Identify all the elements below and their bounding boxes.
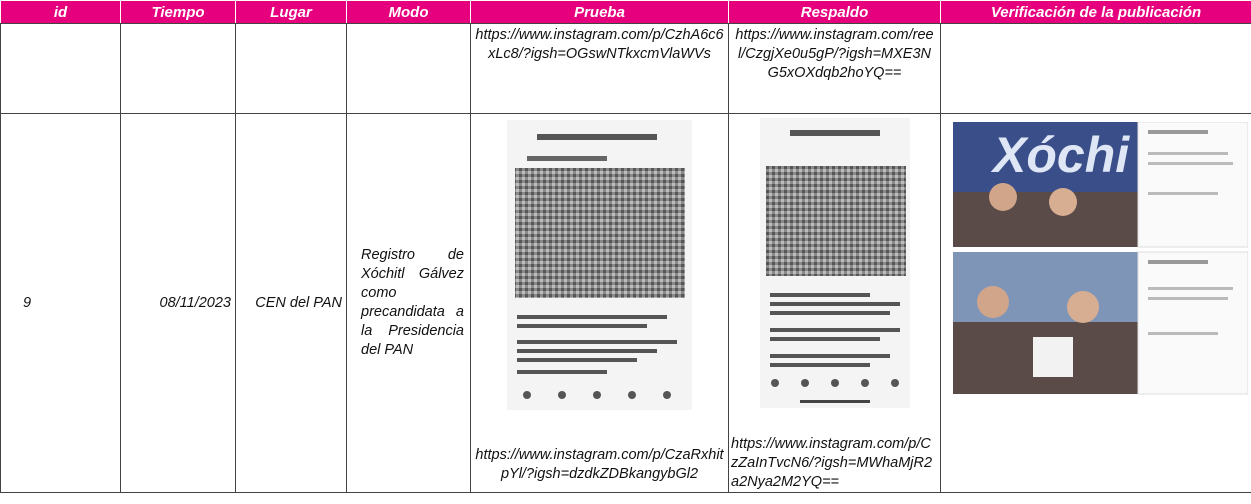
link[interactable]: https://www.instagram.com/p/CzhA6c6xLc8/… — [470, 23, 729, 114]
verification-image: Xóchi — [953, 121, 1249, 395]
cell — [940, 23, 1251, 114]
header-cell: Tiempo — [120, 0, 236, 24]
cell — [120, 23, 236, 114]
id-cell: 9 — [0, 113, 121, 493]
header-cell: Modo — [346, 0, 471, 24]
mode-cell: Registro de Xóchitl Gálvez como precandi… — [346, 113, 471, 493]
header-row: id Tiempo Lugar Modo Prueba Respaldo Ver… — [0, 0, 1251, 24]
header-cell: Respaldo — [728, 0, 941, 24]
svg-text:Xóchi: Xóchi — [990, 127, 1130, 183]
row: https://www.instagram.com/p/CzhA6c6xLc8/… — [0, 23, 1251, 114]
header-cell: Prueba — [470, 0, 729, 24]
screenshot-image — [507, 120, 692, 410]
screenshot-image — [759, 118, 910, 408]
header-cell: id — [0, 0, 121, 24]
header-cell: Lugar — [235, 0, 347, 24]
cell — [235, 23, 347, 114]
place-cell: CEN del PAN — [235, 113, 347, 493]
link[interactable]: https://www.instagram.com/reel/CzgjXe0u5… — [728, 23, 941, 114]
evidence-table: id Tiempo Lugar Modo Prueba Respaldo Ver… — [0, 0, 1251, 493]
row: 9 08/11/2023 CEN del PAN Registro de Xóc… — [0, 113, 1251, 493]
header-cell: Verificación de la publicación — [940, 0, 1251, 24]
cell — [0, 23, 121, 114]
date-cell: 08/11/2023 — [120, 113, 236, 493]
cell: https://www.instagram.com/p/CzaRxhitpYl/… — [470, 113, 729, 493]
cell: https://www.instagram.com/p/CzZaInTvcN6/… — [728, 113, 941, 493]
link[interactable]: https://www.instagram.com/p/CzaRxhitpYl/… — [475, 447, 724, 482]
link[interactable]: https://www.instagram.com/p/CzZaInTvcN6/… — [731, 436, 933, 490]
cell: Xóchi — [940, 113, 1251, 493]
cell — [346, 23, 471, 114]
